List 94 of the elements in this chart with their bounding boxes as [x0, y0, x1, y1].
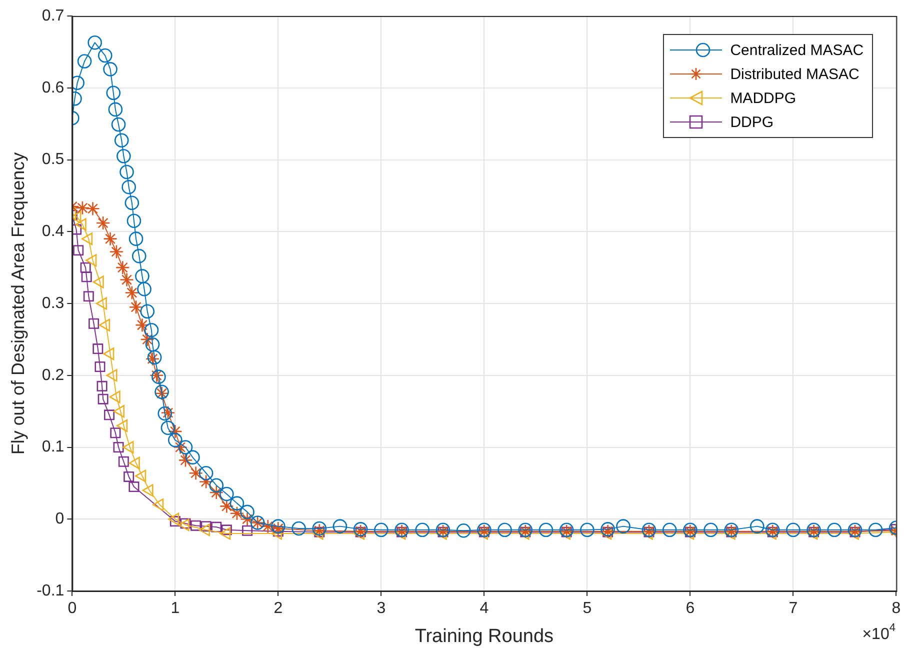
- point: [152, 498, 164, 512]
- point: [135, 470, 146, 482]
- point: [96, 380, 108, 392]
- point: [135, 318, 150, 332]
- point: [160, 406, 176, 420]
- legend-label: Centralized MASAC: [730, 42, 864, 58]
- y-tick-label: 0.5: [42, 151, 64, 168]
- point: [86, 254, 97, 267]
- point: [98, 394, 108, 404]
- point: [82, 232, 93, 246]
- point: [128, 300, 144, 314]
- point: [198, 524, 210, 536]
- point: [110, 428, 121, 438]
- point: [92, 344, 104, 354]
- point: [96, 216, 110, 230]
- legend-label: MADDPG: [730, 90, 796, 106]
- point: [103, 232, 118, 246]
- point: [109, 244, 124, 259]
- point: [92, 276, 104, 288]
- point: [149, 368, 164, 383]
- y-tick-label: 0.1: [42, 438, 64, 456]
- point: [120, 272, 134, 287]
- point: [220, 499, 234, 514]
- point: [198, 474, 214, 489]
- legend-label: DDPG: [730, 114, 774, 130]
- point: [73, 245, 84, 256]
- y-tick-label: 0.7: [42, 7, 64, 24]
- y-tick-label: 0: [55, 510, 64, 528]
- point: [103, 348, 114, 360]
- point: [88, 318, 100, 329]
- y-axis-title: Fly out of Designated Area Frequency: [8, 152, 28, 455]
- point: [104, 410, 114, 420]
- y-tick-label: 0.3: [42, 294, 64, 312]
- y-tick-label: 0.6: [42, 79, 64, 96]
- point: [180, 518, 191, 529]
- point: [190, 520, 202, 531]
- legend-label: Distributed MASAC: [730, 66, 860, 82]
- point: [109, 390, 120, 404]
- x-tick-label: 6: [686, 600, 695, 618]
- point: [99, 318, 110, 332]
- point: [75, 218, 86, 231]
- point: [124, 286, 140, 300]
- point: [170, 516, 180, 527]
- point: [128, 482, 140, 492]
- point: [124, 471, 134, 482]
- point: [96, 297, 107, 310]
- point: [80, 262, 91, 273]
- x-tick-label: 8: [892, 600, 901, 618]
- point: [128, 456, 140, 470]
- y-tick-label: -0.1: [36, 582, 64, 600]
- point: [115, 260, 130, 275]
- point: [118, 456, 129, 467]
- point: [200, 521, 212, 532]
- point: [230, 506, 244, 521]
- point: [240, 512, 254, 526]
- point: [168, 424, 182, 439]
- point: [178, 518, 190, 532]
- point: [178, 453, 193, 468]
- point: [220, 527, 231, 540]
- point: [242, 525, 253, 536]
- x-tick-label: 3: [376, 600, 386, 618]
- point: [113, 442, 124, 452]
- point: [81, 272, 92, 282]
- x-tick-label: 4: [480, 600, 489, 618]
- point: [122, 440, 134, 454]
- point: [188, 466, 203, 480]
- point: [260, 519, 276, 534]
- x-axis-title: Training Rounds: [414, 626, 554, 647]
- point: [271, 521, 286, 536]
- x-tick-label: 0: [68, 600, 77, 618]
- point: [209, 485, 224, 500]
- point: [211, 522, 222, 532]
- point: [113, 405, 124, 418]
- point: [271, 527, 282, 540]
- point: [94, 362, 106, 372]
- point: [168, 512, 180, 526]
- point: [72, 224, 82, 235]
- point: [312, 527, 324, 540]
- x-tick-label: 2: [274, 600, 283, 618]
- point: [75, 200, 90, 216]
- point: [221, 524, 232, 536]
- y-tick-label: 0.4: [42, 223, 64, 240]
- point: [116, 419, 128, 432]
- point: [600, 527, 612, 540]
- point: [173, 440, 188, 454]
- x-tick-label: 7: [788, 600, 798, 618]
- y-tick-label: 0.2: [42, 366, 64, 384]
- point: [83, 291, 94, 302]
- point: [140, 332, 155, 347]
- x-tick-label: 1: [170, 600, 180, 618]
- point: [142, 484, 154, 497]
- point: [86, 201, 100, 216]
- x-tick-label: 5: [582, 600, 592, 618]
- point: [106, 369, 118, 382]
